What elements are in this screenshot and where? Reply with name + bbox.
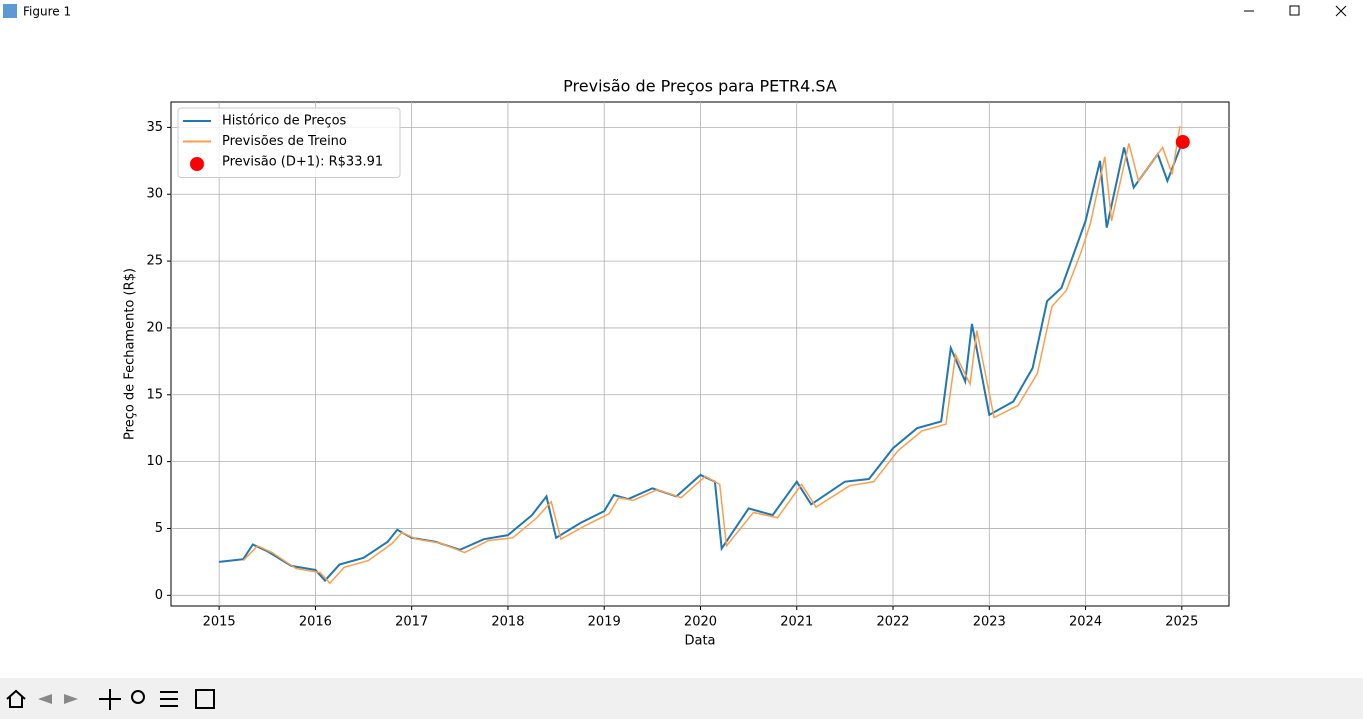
x-axis-label: Data <box>684 634 715 649</box>
app-icon <box>3 4 17 18</box>
x-tick-label: 2017 <box>395 615 428 630</box>
back-button[interactable] <box>38 694 52 704</box>
title-bar <box>0 0 1363 23</box>
x-tick-label: 2015 <box>203 615 236 630</box>
x-tick-label: 2018 <box>491 615 524 630</box>
x-tick-label: 2019 <box>588 615 621 630</box>
point <box>1175 134 1190 149</box>
plot-area <box>170 101 1230 607</box>
x-tick-label: 2023 <box>973 615 1006 630</box>
y-tick-label: 25 <box>146 254 163 269</box>
maximize-button[interactable] <box>1289 5 1300 16</box>
y-tick-label: 5 <box>155 521 163 536</box>
x-tick-label: 2024 <box>1069 615 1102 630</box>
legend-label: Previsões de Treino <box>222 134 347 149</box>
home-button[interactable] <box>6 689 26 708</box>
y-axis-label: Preço de Fechamento (R$) <box>123 268 138 440</box>
y-tick-label: 0 <box>155 588 163 603</box>
window-title: Figure 1 <box>23 5 71 19</box>
y-tick-label: 35 <box>146 120 163 135</box>
y-tick-label: 20 <box>146 320 163 335</box>
x-tick-label: 2025 <box>1165 615 1198 630</box>
forward-button[interactable] <box>64 694 78 704</box>
save-button[interactable] <box>195 689 215 709</box>
y-tick-label: 15 <box>146 387 163 402</box>
y-tick-label: 30 <box>146 187 163 202</box>
legend-label: Previsão (D+1): R$33.91 <box>222 155 383 170</box>
line <box>219 143 1183 583</box>
y-tick-label: 10 <box>146 454 163 469</box>
x-tick-label: 2021 <box>780 615 813 630</box>
legend-marker <box>190 157 204 171</box>
pan-button[interactable] <box>99 689 121 710</box>
chart-title: Previsão de Preços para PETR4.SA <box>563 77 837 96</box>
x-tick-label: 2016 <box>299 615 332 630</box>
line <box>242 125 1181 585</box>
configure-button[interactable] <box>160 691 178 707</box>
x-tick-label: 2020 <box>684 615 717 630</box>
legend-box <box>177 107 401 178</box>
legend-label: Histórico de Preços <box>222 114 347 129</box>
x-tick-label: 2022 <box>876 615 909 630</box>
toolbar <box>0 678 1363 719</box>
zoom-button[interactable] <box>131 690 145 704</box>
close-button[interactable] <box>1335 5 1347 17</box>
